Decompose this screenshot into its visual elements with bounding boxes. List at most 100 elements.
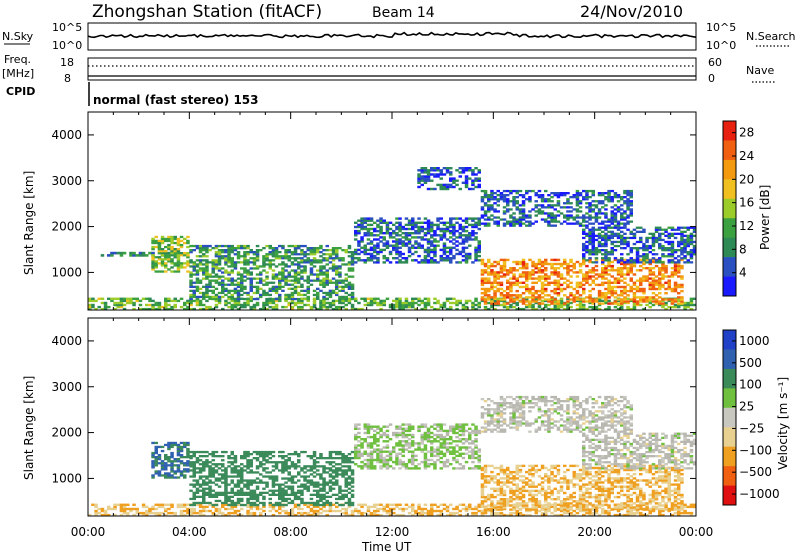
- heatmap-cell: [202, 493, 206, 496]
- heatmap-cell: [306, 275, 310, 278]
- heatmap-cell: [208, 261, 212, 264]
- heatmap-cell: [278, 483, 282, 486]
- heatmap-cell: [452, 301, 456, 305]
- heatmap-cell: [306, 303, 310, 307]
- heatmap-cell: [528, 277, 532, 280]
- heatmap-cell: [255, 273, 260, 276]
- heatmap-cell: [620, 257, 624, 260]
- heatmap-cell: [100, 254, 105, 257]
- heatmap-cell: [474, 179, 478, 182]
- heatmap-cell: [502, 210, 507, 213]
- heatmap-cell: [632, 307, 637, 311]
- heatmap-cell: [262, 501, 266, 505]
- heatmap-cell: [198, 505, 203, 509]
- heatmap-cell: [474, 185, 478, 189]
- heatmap-cell: [537, 271, 542, 274]
- heatmap-cell: [268, 301, 272, 305]
- heatmap-cell: [154, 460, 158, 463]
- heatmap-cell: [376, 223, 380, 227]
- heatmap-cell: [259, 287, 263, 290]
- heatmap-cell: [436, 513, 440, 517]
- heatmap-cell: [176, 252, 181, 255]
- heatmap-cell: [195, 299, 200, 303]
- heatmap-cell: [195, 269, 200, 272]
- heatmap-cell: [604, 269, 608, 272]
- heatmap-cell: [157, 303, 162, 307]
- heatmap-cell: [135, 509, 139, 513]
- heatmap-cell: [151, 262, 155, 265]
- heatmap-cell: [623, 200, 627, 203]
- heatmap-cell: [179, 235, 184, 239]
- heatmap-cell: [632, 298, 637, 301]
- heatmap-cell: [411, 232, 415, 235]
- heatmap-cell: [221, 271, 225, 274]
- heatmap-cell: [227, 295, 231, 299]
- heatmap-cell: [198, 244, 203, 248]
- heatmap-cell: [528, 302, 532, 305]
- heatmap-cell: [455, 248, 459, 252]
- heatmap-cell: [515, 296, 519, 299]
- heatmap-cell: [240, 261, 244, 264]
- heatmap-cell: [439, 305, 443, 309]
- heatmap-cell: [268, 477, 272, 480]
- heatmap-cell: [544, 275, 548, 278]
- heatmap-cell: [661, 275, 665, 278]
- heatmap-cell: [515, 200, 519, 203]
- heatmap-cell: [623, 273, 627, 276]
- heatmap-cell: [506, 305, 510, 309]
- heatmap-cell: [268, 493, 272, 496]
- heatmap-cell: [426, 242, 431, 245]
- heatmap-cell: [540, 204, 545, 207]
- heatmap-cell: [350, 259, 355, 262]
- heatmap-cell: [183, 252, 187, 255]
- heatmap-cell: [417, 513, 421, 517]
- heatmap-cell: [249, 297, 253, 300]
- heatmap-cell: [312, 247, 317, 250]
- heatmap-cell: [683, 503, 687, 506]
- heatmap-cell: [635, 509, 640, 513]
- heatmap-cell: [651, 300, 656, 303]
- heatmap-cell: [550, 505, 554, 509]
- heatmap-cell: [594, 305, 599, 309]
- heatmap-cell: [164, 472, 168, 475]
- heatmap-cell: [195, 501, 200, 505]
- heatmap-cell: [255, 453, 260, 456]
- heatmap-cell: [373, 503, 377, 506]
- heatmap-cell: [385, 503, 390, 506]
- heatmap-cell: [398, 261, 402, 264]
- heatmap-cell: [607, 226, 611, 229]
- heatmap-cell: [233, 263, 238, 266]
- heatmap-cell: [198, 455, 203, 458]
- heatmap-cell: [515, 298, 519, 301]
- heatmap-cell: [160, 248, 165, 251]
- heatmap-cell: [509, 267, 513, 270]
- heatmap-cell: [658, 247, 662, 250]
- heatmap-cell: [221, 255, 225, 258]
- heatmap-cell: [658, 285, 662, 289]
- heatmap-cell: [255, 291, 260, 295]
- heatmap-cell: [385, 240, 390, 243]
- heatmap-cell: [426, 169, 431, 172]
- heatmap-cell: [398, 252, 402, 256]
- heatmap-cell: [461, 229, 466, 233]
- heatmap-cell: [160, 235, 165, 239]
- heatmap-cell: [214, 509, 219, 513]
- heatmap-cell: [506, 189, 510, 193]
- heatmap-cell: [588, 218, 592, 221]
- heatmap-cell: [509, 277, 513, 280]
- heatmap-cell: [553, 283, 557, 287]
- heatmap-cell: [268, 293, 272, 297]
- heatmap-cell: [243, 479, 247, 482]
- heatmap-cell: [192, 473, 196, 476]
- heatmap-cell: [195, 491, 200, 494]
- heatmap-cell: [594, 220, 599, 223]
- heatmap-cell: [658, 287, 662, 291]
- heatmap-cell: [667, 509, 671, 513]
- heatmap-cell: [287, 287, 291, 290]
- heatmap-cell: [623, 301, 627, 305]
- heatmap-cell: [553, 279, 557, 282]
- heatmap-cell: [110, 299, 114, 303]
- heatmap-cell: [309, 263, 314, 266]
- heatmap-cell: [233, 501, 238, 505]
- heatmap-cell: [601, 281, 605, 284]
